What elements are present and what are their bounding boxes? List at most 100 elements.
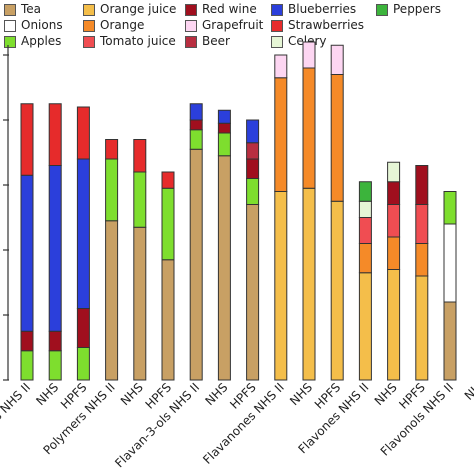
legend-label: Beer: [202, 34, 230, 48]
bar-segment: [246, 204, 260, 381]
bar-segment: [161, 171, 175, 189]
bar-segment: [358, 200, 372, 218]
bar-segment: [189, 148, 203, 381]
x-tick-label: NHS: [118, 380, 146, 408]
bar-segment: [274, 54, 288, 79]
stacked-bar: [20, 103, 34, 381]
bar-segment: [387, 269, 401, 381]
bar-segment: [443, 301, 457, 381]
bar-segment: [189, 103, 203, 121]
legend-swatch: [185, 4, 197, 16]
bar-segment: [20, 103, 34, 176]
stacked-bar: [330, 44, 344, 381]
bar-segment: [330, 44, 344, 75]
legend-swatch: [4, 4, 16, 16]
bar-segment: [105, 158, 119, 222]
stacked-bar: [48, 103, 62, 381]
bar-segment: [246, 142, 260, 160]
bar-segment: [20, 174, 34, 332]
bar-segment: [76, 158, 90, 309]
bar-segment: [48, 330, 62, 352]
stacked-bar: [302, 41, 316, 381]
legend-label: Tea: [21, 2, 42, 16]
legend-swatch: [271, 4, 283, 16]
bar-segment: [76, 106, 90, 160]
bar-segment: [415, 243, 429, 277]
bar-segment: [330, 200, 344, 381]
bar-segment: [76, 347, 90, 381]
legend-label: Grapefruit: [202, 18, 264, 32]
stacked-bar: [246, 119, 260, 381]
stacked-bar: [274, 54, 288, 381]
stacked-bar: [161, 171, 175, 381]
legend-swatch: [376, 4, 388, 16]
bar-segment: [443, 191, 457, 225]
y-axis: [3, 45, 9, 381]
legend-swatch: [271, 36, 283, 48]
x-tick-label: NHS: [372, 380, 400, 408]
bar-segment: [105, 220, 119, 381]
stacked-bar: [387, 161, 401, 381]
bar-segment: [161, 259, 175, 381]
legend-label: Strawberries: [288, 18, 365, 32]
bar-segment: [133, 171, 147, 228]
bar-series: [20, 41, 457, 381]
bar-segment: [330, 74, 344, 202]
bar-segment: [274, 191, 288, 381]
legend-swatch: [83, 36, 95, 48]
stacked-bar: [133, 139, 147, 381]
bar-segment: [189, 119, 203, 131]
bar-segment: [358, 217, 372, 244]
bar-segment: [48, 103, 62, 166]
stacked-bar: [443, 191, 457, 381]
bar-segment: [443, 223, 457, 303]
x-tick-label: NHS: [33, 380, 61, 408]
bar-segment: [387, 204, 401, 238]
bar-segment: [105, 139, 119, 160]
bar-segment: [274, 77, 288, 192]
legend-label: Orange juice: [100, 2, 177, 16]
legend-label: Onions: [21, 18, 63, 32]
bar-segment: [387, 161, 401, 183]
bar-segment: [358, 272, 372, 381]
legend-label: Orange: [100, 18, 145, 32]
bar-segment: [76, 308, 90, 348]
x-tick-label: NHS: [287, 380, 315, 408]
stacked-bar: [358, 181, 372, 381]
bar-segment: [217, 122, 231, 134]
bar-segment: [20, 330, 34, 352]
bar-segment: [302, 41, 316, 69]
x-tick-label: Flavonoids NHS II: [0, 380, 33, 464]
bar-segment: [415, 165, 429, 205]
bar-segment: [161, 187, 175, 261]
legend-swatch: [271, 20, 283, 32]
legend-label: Tomato juice: [100, 34, 176, 48]
legend-label: Celery: [288, 34, 327, 48]
bar-segment: [20, 350, 34, 381]
stacked-bar: [105, 139, 119, 381]
x-tick-label: NH: [462, 380, 474, 403]
bar-segment: [133, 139, 147, 173]
legend-swatch: [4, 20, 16, 32]
bar-segment: [387, 181, 401, 205]
legend-swatch: [83, 4, 95, 16]
bar-segment: [387, 236, 401, 270]
bar-segment: [302, 187, 316, 381]
bar-segment: [358, 181, 372, 202]
bar-segment: [217, 155, 231, 381]
stacked-bar: [189, 103, 203, 381]
bar-segment: [358, 243, 372, 274]
bar-segment: [133, 226, 147, 381]
legend-swatch: [83, 20, 95, 32]
bar-segment: [217, 109, 231, 124]
legend-label: Apples: [21, 34, 62, 48]
bar-segment: [246, 178, 260, 205]
bar-segment: [302, 67, 316, 189]
bar-segment: [246, 119, 260, 144]
legend-label: Red wine: [202, 2, 257, 16]
bar-segment: [48, 165, 62, 332]
legend-label: Peppers: [393, 2, 441, 16]
legend-swatch: [185, 20, 197, 32]
stacked-bar: [415, 165, 429, 381]
bar-segment: [217, 132, 231, 157]
